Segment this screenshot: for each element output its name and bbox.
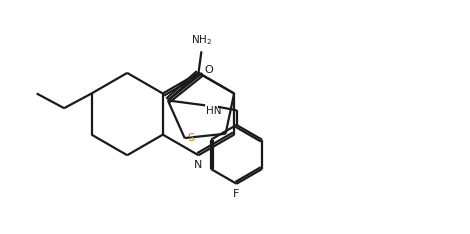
Text: HN: HN [206,106,222,116]
Text: N: N [194,160,203,170]
Text: NH$_2$: NH$_2$ [191,34,212,48]
Text: S: S [188,133,195,143]
Text: O: O [204,65,213,75]
Text: F: F [233,189,240,199]
